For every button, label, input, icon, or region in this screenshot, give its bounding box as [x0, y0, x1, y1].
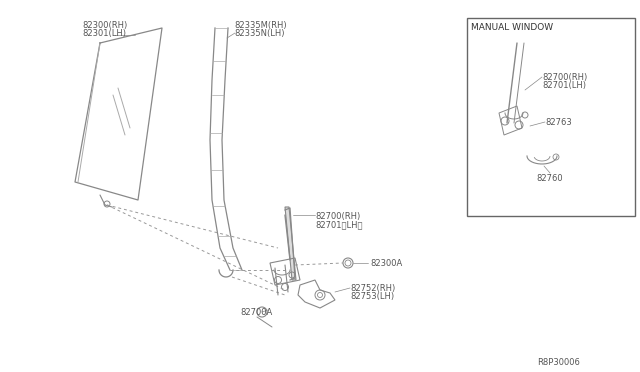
Text: 82701(LH): 82701(LH) [542, 81, 586, 90]
Text: 82760: 82760 [537, 174, 563, 183]
Text: 82300(RH): 82300(RH) [82, 21, 127, 30]
Text: 82700(RH): 82700(RH) [315, 212, 360, 221]
Text: 82763: 82763 [545, 118, 572, 127]
Text: 82301(LH): 82301(LH) [82, 29, 126, 38]
Text: 82701〈LH〉: 82701〈LH〉 [315, 220, 362, 229]
Text: 82700(RH): 82700(RH) [542, 73, 588, 82]
Text: R8P30006: R8P30006 [537, 358, 580, 367]
Text: 82700A: 82700A [240, 308, 272, 317]
Text: 82752(RH): 82752(RH) [350, 284, 396, 293]
Text: 82335M(RH): 82335M(RH) [234, 21, 287, 30]
Polygon shape [285, 207, 296, 280]
Text: 82753(LH): 82753(LH) [350, 292, 394, 301]
Text: 82300A: 82300A [370, 259, 403, 268]
Text: 82335N(LH): 82335N(LH) [234, 29, 285, 38]
Bar [467, 18, 635, 216]
Text: MANUAL WINDOW: MANUAL WINDOW [471, 23, 553, 32]
